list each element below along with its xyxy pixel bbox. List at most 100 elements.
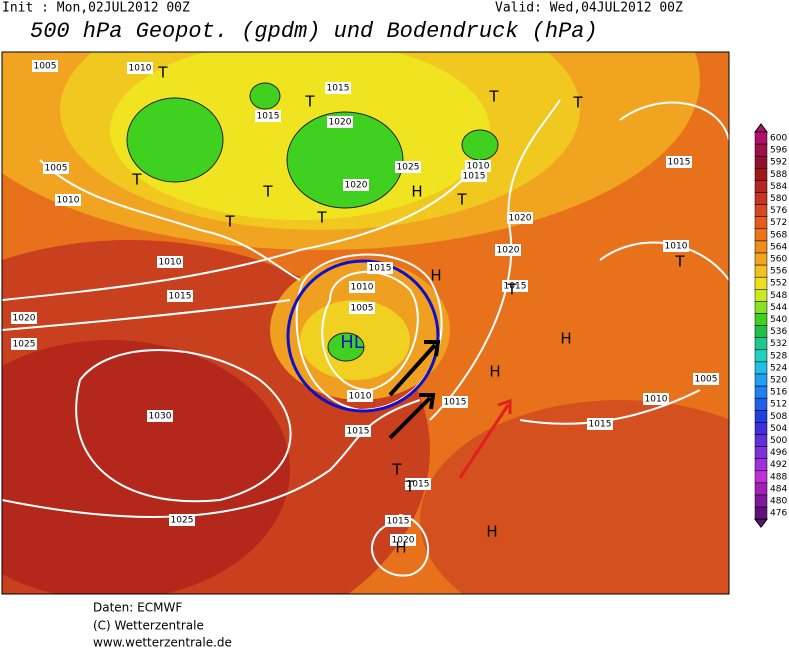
colorbar-cell: [754, 385, 768, 399]
init-time: Init : Mon,02JUL2012 00Z: [2, 1, 190, 16]
label-bg: [349, 302, 375, 314]
isobar-label: 1015: [387, 517, 410, 527]
isobar-label: 1020: [13, 314, 36, 324]
colorbar-label: 560: [770, 255, 787, 265]
colorbar-label: 500: [770, 436, 787, 446]
colorbar-end: [754, 518, 768, 529]
colorbar-cell: [754, 361, 768, 375]
isobar-label: 1010: [467, 162, 490, 172]
pressure-center: T: [572, 94, 583, 112]
colorbar-label: 548: [770, 291, 787, 301]
pressure-center: T: [157, 64, 168, 82]
colorbar-label: 532: [770, 339, 787, 349]
colorbar-label: 504: [770, 424, 787, 434]
colorbar-cell: [754, 337, 768, 351]
isobar-label: 1005: [695, 375, 718, 385]
label-bg: [390, 534, 416, 546]
colorbar-label: 524: [770, 363, 787, 373]
colorbar-label: 520: [770, 376, 787, 386]
colorbar-cell: [754, 216, 768, 230]
isobar-label: 1025: [13, 340, 36, 350]
colorbar-label: 564: [770, 242, 787, 252]
label-bg: [167, 290, 193, 302]
colorbar-label: 588: [770, 170, 787, 180]
label-bg: [169, 514, 195, 526]
footer-line: (C) Wetterzentrale: [93, 619, 204, 633]
label-bg: [495, 244, 521, 256]
isobar-label: 1015: [369, 264, 392, 274]
label-bg: [43, 162, 69, 174]
colorbar-cell: [754, 289, 768, 302]
colorbar-cell: [754, 168, 768, 181]
colorbar-label: 556: [770, 267, 787, 277]
colorbar-cell: [754, 325, 768, 338]
colorbar-cell: [754, 204, 768, 217]
isobar-label: 1015: [257, 112, 280, 122]
colorbar-label: 600: [770, 134, 787, 144]
isobar-label: 1015: [169, 292, 192, 302]
label-bg: [147, 410, 173, 422]
colorbar-cell: [754, 180, 768, 193]
colorbar-cell: [754, 240, 768, 254]
colorbar-label: 568: [770, 230, 787, 240]
isobar: [2, 299, 291, 331]
pressure-center: T: [262, 183, 273, 201]
colorbar-end: [754, 123, 768, 133]
colorbar-cell: [754, 301, 768, 314]
colorbar-label: 476: [770, 509, 787, 519]
colorbar-cell: [754, 276, 768, 290]
arrow: [388, 393, 436, 440]
colorbar-cell: [754, 446, 768, 459]
isobar-label: 1030: [149, 412, 172, 422]
label-bg: [405, 478, 431, 490]
isobar-label: 1025: [171, 516, 194, 526]
pressure-center: T: [506, 281, 517, 299]
colorbar-label: 592: [770, 158, 787, 168]
isobar-label: 1005: [351, 304, 374, 314]
isobar-label: 1020: [329, 118, 352, 128]
label-bg: [663, 240, 689, 252]
colorbar-cell: [754, 458, 768, 472]
colorbar-label: 528: [770, 351, 787, 361]
pressure-center: T: [224, 213, 235, 231]
isobar-label: 1010: [351, 283, 374, 293]
isobar-label: 1005: [34, 62, 57, 72]
isobar-label: 1015: [347, 427, 370, 437]
colorbar-cell: [754, 470, 768, 484]
colorbar-cell: [754, 131, 768, 145]
isobar-label: 1015: [504, 282, 527, 292]
isobar-label: 1010: [57, 196, 80, 206]
isobar: [75, 349, 292, 503]
isobar-label: 1015: [444, 398, 467, 408]
label-bg: [587, 418, 613, 430]
footer-line: Daten: ECMWF: [93, 601, 182, 615]
cold-pool: [286, 111, 404, 209]
isobar-label: 1010: [129, 64, 152, 74]
map-frame: [1, 51, 730, 595]
pressure-center: H: [489, 363, 500, 381]
pressure-center: HL: [340, 332, 364, 353]
colorbar-label: 488: [770, 472, 787, 482]
colorbar-cell: [754, 252, 768, 266]
colorbar-cell: [754, 482, 768, 496]
isobar-label: 1010: [665, 242, 688, 252]
pressure-center: H: [411, 183, 422, 201]
colorbar-label: 536: [770, 327, 787, 337]
colorbar-cell: [754, 349, 768, 363]
label-bg: [465, 160, 491, 172]
colorbar-label: 516: [770, 388, 787, 398]
colorbar-cell: [754, 422, 768, 435]
colorbar-cell: [754, 192, 768, 205]
isobar-label: 1015: [327, 84, 350, 94]
label-bg: [32, 60, 58, 72]
colorbar-cell: [754, 228, 768, 242]
colorbar-label: 512: [770, 400, 787, 410]
colorbar-label: 584: [770, 182, 787, 192]
colorbar-label: 596: [770, 146, 787, 156]
isobar-label: 1020: [345, 181, 368, 191]
isobar: [321, 270, 419, 392]
colorbar-cell: [754, 155, 768, 169]
map-title: 500 hPa Geopot. (gpdm) und Bodendruck (h…: [30, 19, 598, 44]
